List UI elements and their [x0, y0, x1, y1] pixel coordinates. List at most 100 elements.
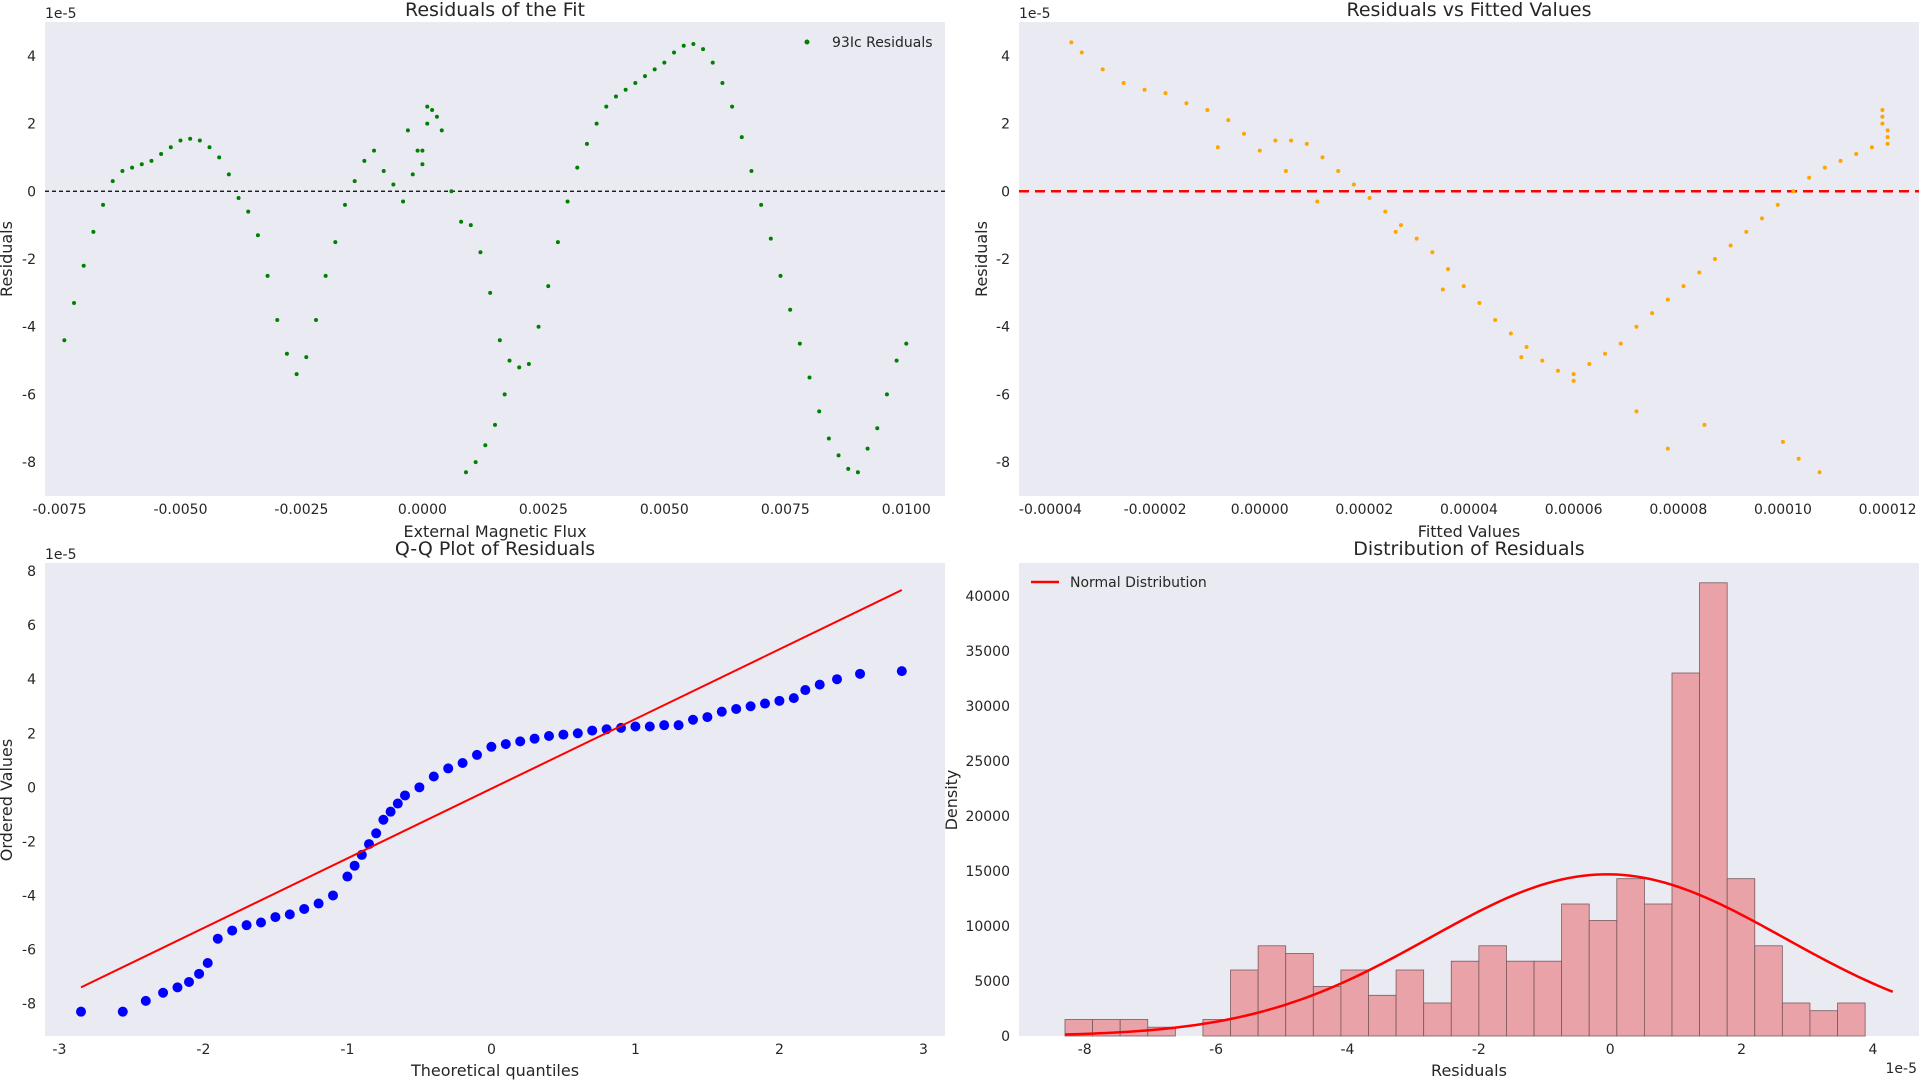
- data-point: [1205, 108, 1210, 113]
- data-point: [313, 898, 324, 909]
- data-point: [817, 409, 822, 414]
- data-point: [410, 172, 415, 177]
- data-point: [1283, 168, 1288, 173]
- data-point: [400, 790, 410, 801]
- y-tick-label: 40000: [965, 589, 1010, 605]
- y-tick-label: -2: [996, 252, 1010, 268]
- data-point: [865, 446, 870, 451]
- data-point: [814, 679, 825, 690]
- data-point: [117, 1006, 128, 1017]
- data-point: [439, 128, 444, 133]
- x-tick-label: 0.00008: [1649, 502, 1707, 518]
- legend-label: Normal Distribution: [1070, 575, 1207, 591]
- chart-title: Q-Q Plot of Residuals: [395, 538, 595, 560]
- y-tick-labels: 0 5000 10000 15000 20000 25000 30000 35000 40000: [965, 589, 1010, 1045]
- data-point: [1885, 141, 1890, 146]
- data-point: [846, 466, 851, 471]
- legend: 93Ic Residuals: [804, 35, 933, 51]
- x-tick-label: -0.0025: [274, 502, 328, 518]
- x-tick-labels: -0.00004 -0.00002 0.00000 0.00002 0.00004 0.0…: [1019, 502, 1917, 518]
- y-tick-label: -6: [22, 387, 36, 403]
- data-point: [517, 365, 522, 370]
- data-point: [405, 128, 410, 133]
- data-point: [420, 148, 425, 153]
- data-point: [745, 701, 756, 712]
- y-tick-label: 2: [27, 726, 36, 742]
- data-point: [415, 148, 420, 153]
- data-point: [120, 168, 125, 173]
- data-point: [1885, 135, 1890, 140]
- x-tick-label: 0.0100: [882, 502, 931, 518]
- data-point: [1398, 223, 1403, 228]
- data-point: [720, 80, 725, 85]
- data-point: [1702, 422, 1707, 427]
- y-tick-label: 0: [27, 780, 36, 796]
- data-point: [459, 219, 464, 224]
- y-tick-label: -4: [996, 320, 1010, 336]
- data-point: [381, 168, 386, 173]
- data-point: [1885, 128, 1890, 133]
- data-point: [832, 674, 842, 685]
- y-tick-label: -2: [22, 834, 36, 850]
- data-point: [1184, 101, 1189, 106]
- y-tick-label: -4: [22, 320, 36, 336]
- data-point: [774, 695, 785, 706]
- data-point: [536, 324, 541, 329]
- y-tick-label: 8: [27, 564, 36, 580]
- x-axis-label: Theoretical quantiles: [410, 1061, 579, 1080]
- data-point: [1461, 284, 1466, 289]
- data-point: [1634, 409, 1639, 414]
- y-tick-label: -8: [22, 455, 36, 471]
- data-point: [807, 375, 812, 380]
- x-tick-label: 2: [1737, 1042, 1746, 1058]
- x-tick-label: -8: [1078, 1042, 1092, 1058]
- y-tick-label: 4: [27, 672, 36, 688]
- data-point: [256, 917, 266, 928]
- x-tick-label: 4: [1869, 1042, 1878, 1058]
- data-point: [1650, 311, 1655, 316]
- data-point: [1587, 361, 1592, 366]
- data-point: [1869, 145, 1874, 150]
- data-point: [731, 703, 742, 714]
- data-point: [342, 871, 353, 882]
- normal-distribution-curve: [1064, 873, 1894, 1036]
- data-point: [1069, 40, 1074, 45]
- y-axis-label: Residuals: [0, 221, 16, 297]
- data-point: [1304, 141, 1309, 146]
- x-tick-label: 2: [775, 1042, 784, 1058]
- data-point: [1880, 114, 1885, 119]
- y-axis-label: Ordered Values: [0, 739, 16, 861]
- data-point: [1493, 317, 1498, 322]
- data-point: [241, 920, 252, 931]
- data-point: [1519, 355, 1524, 360]
- x-tick-label: 0.00006: [1545, 502, 1603, 518]
- data-point: [91, 229, 96, 234]
- data-point: [226, 172, 231, 177]
- x-tick-label: 0.00000: [1231, 502, 1289, 518]
- data-point: [275, 317, 280, 322]
- data-point: [497, 338, 502, 343]
- data-point: [1446, 267, 1451, 272]
- y-tick-label: -2: [22, 252, 36, 268]
- data-point: [430, 108, 435, 113]
- histogram-bar: [1450, 960, 1480, 1037]
- y-tick-labels: 4 2 0 -2 -4 -6 -8: [996, 49, 1010, 471]
- data-point: [62, 338, 67, 343]
- data-point: [1817, 470, 1822, 475]
- data-point: [1440, 287, 1445, 292]
- data-point: [1571, 372, 1576, 377]
- data-point: [1634, 324, 1639, 329]
- plot-area: [45, 22, 945, 496]
- y-tick-label: 2: [27, 117, 36, 133]
- data-point: [1289, 138, 1294, 143]
- data-point: [1697, 270, 1702, 275]
- data-point: [1477, 301, 1482, 306]
- histogram-bar: [1588, 920, 1618, 1037]
- data-point: [457, 758, 468, 769]
- data-point: [323, 273, 328, 278]
- data-point: [546, 284, 551, 289]
- data-point: [202, 958, 213, 969]
- y-tick-labels: 8 6 4 2 0 -2 -4 -6 -8: [22, 564, 36, 1012]
- x-tick-label: 0.0000: [398, 502, 447, 518]
- y-tick-label: 0: [1001, 1029, 1010, 1045]
